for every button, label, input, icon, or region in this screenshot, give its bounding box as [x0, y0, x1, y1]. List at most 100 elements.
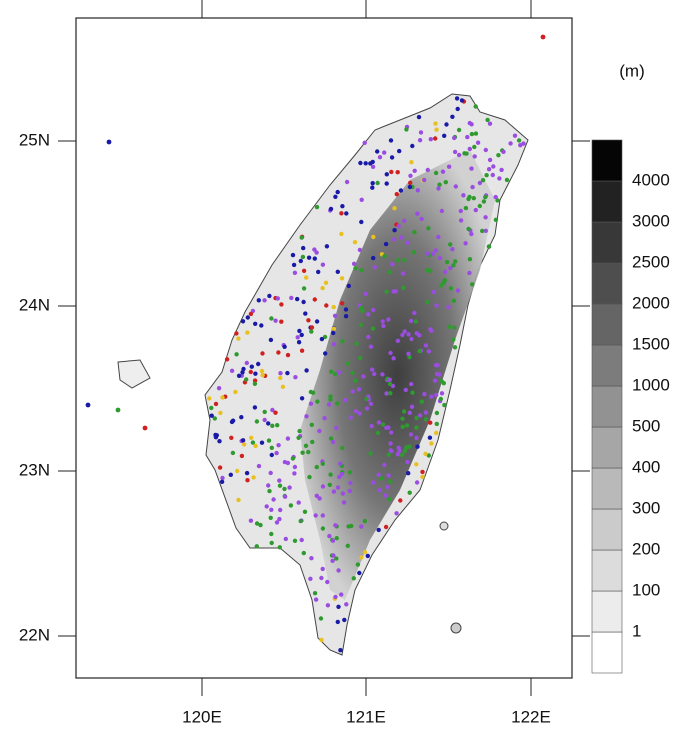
station-dot	[376, 420, 382, 425]
station-dot	[395, 170, 400, 175]
station-dot	[300, 254, 306, 260]
station-dot	[269, 452, 274, 458]
station-dot	[377, 155, 383, 160]
station-dot	[390, 262, 395, 267]
station-dot	[521, 141, 526, 146]
orchid-island	[450, 622, 462, 634]
station-dot	[252, 378, 258, 383]
station-dot	[461, 193, 466, 198]
station-dot	[350, 370, 355, 376]
station-dot	[383, 524, 389, 530]
station-dot	[213, 435, 219, 440]
station-dot	[411, 250, 416, 255]
station-dot	[441, 381, 446, 386]
station-dot	[278, 375, 283, 381]
station-dot	[358, 355, 363, 361]
station-dot	[480, 228, 485, 234]
station-dot	[434, 410, 440, 416]
station-dot	[433, 363, 439, 368]
station-dot	[386, 473, 391, 478]
station-dot	[331, 553, 336, 558]
station-dot	[370, 326, 376, 331]
station-dot	[399, 452, 405, 458]
station-dot	[499, 167, 504, 173]
station-dot	[469, 131, 475, 137]
station-dot	[383, 493, 388, 498]
colorbar-box	[591, 303, 623, 346]
station-dot	[268, 515, 273, 520]
station-dot	[310, 439, 315, 445]
station-dot	[304, 368, 309, 373]
station-dot	[357, 411, 362, 416]
station-dot	[409, 404, 415, 409]
station-dot	[314, 204, 320, 210]
station-dot	[333, 194, 338, 199]
station-dot	[388, 138, 394, 143]
station-dot	[296, 500, 301, 505]
station-dot	[314, 319, 320, 324]
station-dot	[320, 513, 325, 518]
station-dot	[253, 443, 258, 449]
station-dot	[386, 425, 391, 430]
station-dot	[299, 348, 305, 353]
station-dot	[346, 283, 351, 289]
station-dot	[516, 138, 522, 143]
station-dot	[240, 370, 245, 375]
station-dot	[267, 488, 272, 494]
station-dot	[387, 269, 392, 275]
station-dot	[352, 240, 358, 245]
station-dot	[259, 440, 265, 445]
station-dot	[384, 289, 389, 294]
station-dot	[404, 423, 410, 428]
station-dot	[312, 591, 318, 596]
x-tick-label: 121E	[346, 707, 386, 726]
station-dot	[283, 536, 288, 542]
station-dot	[375, 180, 380, 186]
station-dot	[409, 381, 414, 387]
station-dot	[303, 311, 308, 316]
station-dot	[452, 149, 458, 155]
station-dot	[274, 520, 280, 525]
colorbar-label: 200	[632, 539, 660, 558]
station-dot	[386, 452, 391, 457]
station-dot	[407, 184, 413, 190]
station-dot	[270, 423, 275, 428]
green-island	[439, 521, 449, 531]
station-dot	[339, 211, 344, 216]
station-dot	[389, 430, 394, 435]
station-dot	[437, 255, 443, 261]
station-dot	[245, 315, 250, 320]
station-dot	[368, 451, 373, 456]
station-dot	[285, 352, 291, 358]
station-dot	[381, 323, 386, 329]
station-dot	[266, 483, 271, 488]
station-dot	[309, 329, 314, 334]
station-dot	[331, 326, 337, 331]
station-dot	[380, 422, 386, 427]
station-dot	[420, 474, 425, 480]
station-dot	[402, 329, 407, 334]
station-dot	[389, 169, 394, 175]
station-dot	[396, 223, 401, 229]
station-dot	[314, 464, 319, 470]
station-dot	[480, 178, 486, 183]
station-dot	[336, 568, 341, 573]
station-dot	[252, 405, 258, 410]
station-dot	[339, 471, 345, 477]
station-dot	[427, 435, 433, 440]
station-dot	[387, 377, 392, 382]
station-dot	[423, 410, 429, 415]
station-dot	[387, 381, 393, 387]
station-dot	[337, 474, 342, 480]
station-dot	[277, 545, 282, 550]
station-dot	[475, 140, 481, 145]
station-dot	[442, 402, 447, 408]
station-dot	[364, 396, 369, 402]
station-dot	[330, 558, 335, 563]
station-dot	[380, 372, 385, 377]
station-dot	[397, 448, 402, 453]
station-dot	[359, 268, 364, 273]
station-dot	[309, 556, 314, 561]
station-dot	[262, 298, 267, 303]
